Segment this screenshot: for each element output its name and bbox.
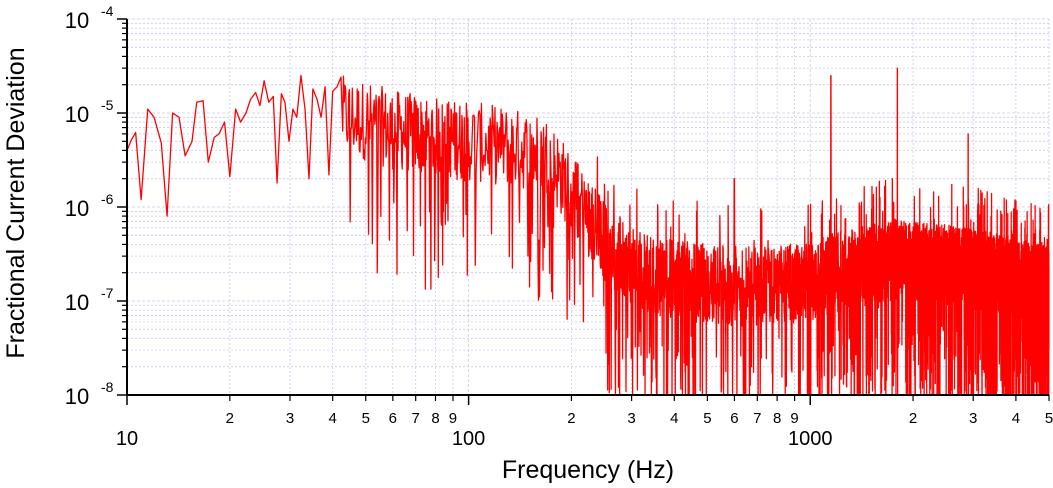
axis-layer — [117, 18, 1050, 405]
x-minor-tick-label: 3 — [969, 410, 977, 427]
x-minor-tick-label: 9 — [790, 410, 798, 427]
x-minor-tick-label: 5 — [362, 410, 370, 427]
series-layer — [126, 67, 1050, 396]
y-tick-exponent: -7 — [101, 285, 114, 301]
x-major-tick-label: 10 — [116, 428, 138, 450]
x-minor-tick-label: 9 — [449, 410, 457, 427]
x-minor-tick-label: 2 — [567, 410, 575, 427]
x-major-tick-label: 100 — [452, 428, 485, 450]
x-minor-tick-label: 3 — [627, 410, 635, 427]
x-minor-tick-label: 4 — [328, 410, 336, 427]
x-minor-tick-label: 2 — [909, 410, 917, 427]
x-minor-tick-label: 5 — [1045, 410, 1053, 427]
y-tick-label: 10 — [65, 290, 89, 315]
x-minor-tick-label: 6 — [730, 410, 738, 427]
x-minor-tick-label: 4 — [670, 410, 678, 427]
x-minor-tick-label: 6 — [389, 410, 397, 427]
x-axis-title: Frequency (Hz) — [502, 456, 674, 484]
y-tick-label: 10 — [65, 384, 89, 409]
y-axis-title: Fractional Current Deviation — [2, 47, 30, 358]
x-major-tick-label: 1000 — [788, 428, 833, 450]
x-minor-tick-label: 8 — [431, 410, 439, 427]
y-tick-exponent: -4 — [101, 3, 114, 19]
x-minor-tick-label: 8 — [773, 410, 781, 427]
x-minor-tick-label: 3 — [286, 410, 294, 427]
y-tick-label: 10 — [65, 196, 89, 221]
y-tick-exponent: -6 — [101, 191, 114, 207]
x-minor-tick-label: 2 — [226, 410, 234, 427]
y-tick-label: 10 — [65, 102, 89, 127]
y-tick-exponent: -5 — [101, 97, 114, 113]
x-minor-tick-label: 5 — [703, 410, 711, 427]
x-minor-tick-label: 4 — [1012, 410, 1020, 427]
y-tick-label: 10 — [65, 8, 89, 33]
series-line — [126, 67, 1050, 396]
x-minor-tick-label: 7 — [412, 410, 420, 427]
x-minor-tick-label: 7 — [753, 410, 761, 427]
y-tick-exponent: -8 — [101, 379, 114, 395]
